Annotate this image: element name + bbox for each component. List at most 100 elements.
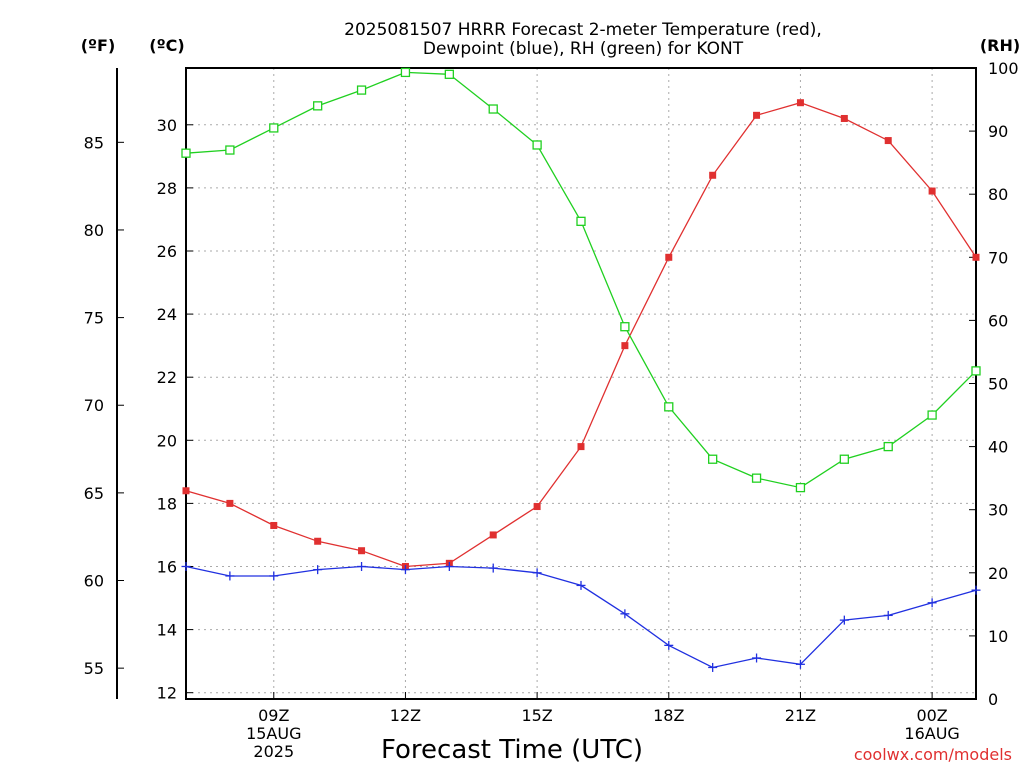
temperature-point (665, 253, 673, 261)
rh-point (708, 454, 718, 464)
rh-point (927, 410, 937, 420)
temperature-point (226, 499, 234, 507)
temperature-point (314, 537, 322, 545)
celsius-tick-label: 26 (157, 242, 177, 261)
fahrenheit-tick-label: 80 (84, 221, 104, 240)
x-tick-label: 21Z (785, 706, 816, 725)
dewpoint-point (313, 565, 323, 575)
temperature-point (489, 531, 497, 539)
rh-tick-label: 90 (988, 122, 1008, 141)
rh-point (532, 140, 542, 150)
x-tick-label: 2025 (253, 742, 294, 761)
fahrenheit-tick-label: 75 (84, 309, 104, 328)
temperature-point (709, 171, 717, 179)
rh-tick-label: 0 (988, 690, 998, 709)
temperature-point (270, 521, 278, 529)
x-axis-label: Forecast Time (UTC) (381, 735, 643, 765)
rh-series (181, 67, 981, 493)
dewpoint-point (664, 640, 674, 650)
x-tick-label: 15Z (521, 706, 552, 725)
temperature-series (182, 99, 980, 570)
dewpoint-point (883, 610, 893, 620)
temperature-point (577, 443, 585, 451)
dewpoint-point (620, 609, 630, 619)
dewpoint-point (225, 571, 235, 581)
dewpoint-series (181, 561, 981, 672)
dewpoint-point (357, 561, 367, 571)
chart-title-line-1: 2025081507 HRRR Forecast 2-meter Tempera… (344, 20, 822, 40)
series-layer (181, 67, 981, 672)
rh-point (400, 67, 411, 78)
x-tick-label: 09Z (258, 706, 289, 725)
temperature-point (972, 253, 980, 261)
temperature-point (796, 99, 804, 107)
x-tick-label: 00Z (916, 706, 947, 725)
rh-tick-label: 40 (988, 438, 1008, 457)
celsius-unit-label: (ºC) (149, 36, 184, 55)
rh-tick-label: 100 (988, 59, 1019, 78)
rh-tick-label: 50 (988, 375, 1008, 394)
fahrenheit-tick-label: 60 (84, 572, 104, 591)
temperature-point (621, 342, 629, 350)
rh-point (356, 85, 367, 95)
rh-tick-label: 10 (988, 627, 1008, 646)
dewpoint-point (532, 568, 542, 578)
rh-point (444, 69, 454, 79)
rh-point (620, 322, 630, 332)
plot-frame (185, 67, 977, 700)
credit-label: coolwx.com/models (854, 745, 1012, 764)
dewpoint-point (181, 561, 191, 571)
fahrenheit-unit-label: (ºF) (81, 36, 116, 55)
dewpoint-point (444, 561, 454, 571)
fahrenheit-tick-label: 70 (84, 396, 104, 415)
rh-point (971, 366, 981, 376)
celsius-tick-label: 22 (157, 368, 177, 387)
x-tick-label: 16AUG (904, 724, 959, 743)
rh-tick-label: 80 (988, 185, 1008, 204)
rh-tick-label: 60 (988, 311, 1008, 330)
rh-point (839, 454, 849, 464)
x-tick-label: 15AUG (246, 724, 301, 743)
fahrenheit-tick-label: 65 (84, 484, 104, 503)
dewpoint-point (400, 565, 410, 575)
rh-tick-label: 70 (988, 248, 1008, 267)
fahrenheit-tick-label: 85 (84, 133, 104, 152)
rh-line (185, 71, 977, 489)
dewpoint-point (971, 585, 981, 595)
dewpoint-point (927, 598, 937, 608)
dewpoint-point (708, 662, 718, 672)
temperature-point (358, 547, 366, 555)
temperature-point (928, 187, 936, 195)
rh-point (313, 101, 323, 111)
x-tick-label: 12Z (390, 706, 421, 725)
dewpoint-point (576, 580, 586, 590)
rh-point (883, 441, 893, 452)
dewpoint-point (752, 653, 762, 663)
celsius-tick-label: 12 (157, 684, 177, 703)
temperature-point (840, 114, 848, 122)
grid-lines (186, 68, 976, 699)
dewpoint-point (488, 563, 498, 573)
celsius-tick-label: 24 (157, 305, 177, 324)
temperature-point (753, 111, 761, 119)
dewpoint-point (839, 615, 849, 625)
temperature-point (182, 487, 190, 495)
rh-point (664, 402, 674, 412)
rh-point (269, 123, 279, 133)
celsius-tick-label: 16 (157, 557, 177, 576)
rh-point (576, 216, 586, 226)
celsius-tick-label: 28 (157, 179, 177, 198)
rh-tick-label: 30 (988, 501, 1008, 520)
temperature-point (884, 137, 892, 145)
x-tick-label: 18Z (653, 706, 684, 725)
celsius-tick-label: 30 (157, 116, 177, 135)
rh-point (795, 482, 806, 493)
rh-point (751, 473, 762, 483)
dewpoint-point (269, 571, 279, 581)
rh-tick-label: 20 (988, 564, 1008, 583)
chart-title-line-2: Dewpoint (blue), RH (green) for KONT (423, 39, 744, 59)
rh-point (488, 104, 498, 114)
temperature-point (533, 503, 541, 511)
